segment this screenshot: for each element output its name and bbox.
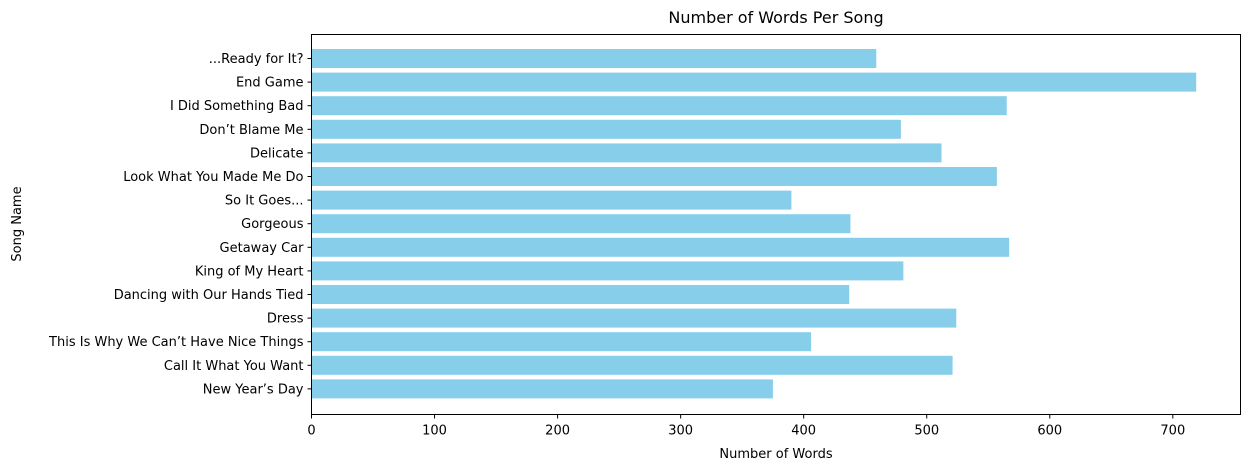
bar xyxy=(311,355,953,375)
bar xyxy=(311,72,1197,92)
bar xyxy=(311,49,877,68)
bar xyxy=(311,379,773,399)
x-tick-label: 400 xyxy=(791,424,816,439)
bar xyxy=(311,167,997,186)
bar xyxy=(311,143,942,163)
x-tick-label: 500 xyxy=(914,424,939,439)
x-axis-label: Number of Words xyxy=(719,447,832,462)
y-tick-label: Getaway Car xyxy=(220,241,305,256)
x-tick-label: 0 xyxy=(307,424,315,439)
x-tick-label: 200 xyxy=(545,424,570,439)
bar xyxy=(311,119,901,139)
bar xyxy=(311,332,812,352)
y-tick-label: Delicate xyxy=(250,146,303,161)
x-tick-label: 100 xyxy=(422,424,447,439)
bar xyxy=(311,96,1007,116)
bar xyxy=(311,285,850,304)
x-tick-label: 700 xyxy=(1160,424,1185,439)
y-tick-label: ...Ready for It? xyxy=(209,52,304,67)
y-tick-label: Call It What You Want xyxy=(164,359,304,374)
y-tick-label: Don’t Blame Me xyxy=(199,123,303,138)
y-tick-label: Look What You Made Me Do xyxy=(123,170,303,185)
y-tick-label: So It Goes... xyxy=(225,194,304,209)
x-tick-label: 300 xyxy=(668,424,693,439)
bar xyxy=(311,214,851,234)
y-axis-ticks: ...Ready for It? End Game I Did Something … xyxy=(48,52,312,397)
y-tick-label: New Year’s Day xyxy=(203,382,304,397)
y-tick-label: This Is Why We Can’t Have Nice Things xyxy=(48,335,304,350)
y-tick-label: Dress xyxy=(267,312,304,327)
bars-group xyxy=(311,49,1197,399)
y-tick-label: End Game xyxy=(236,76,304,91)
y-axis-label: Song Name xyxy=(10,186,25,261)
bar xyxy=(311,261,904,281)
bar xyxy=(311,190,792,210)
y-tick-label: Dancing with Our Hands Tied xyxy=(114,288,304,303)
y-tick-label: King of My Heart xyxy=(195,264,304,279)
plot-frame xyxy=(311,34,1241,415)
x-axis-ticks: 0 100 200 300 400 500 600 700 xyxy=(307,414,1185,439)
y-tick-label: Gorgeous xyxy=(241,217,304,232)
bar xyxy=(311,237,1010,257)
x-tick-label: 600 xyxy=(1037,424,1062,439)
y-tick-label: I Did Something Bad xyxy=(170,99,304,114)
bar xyxy=(311,308,957,328)
chart-title: Number of Words Per Song xyxy=(668,8,883,27)
